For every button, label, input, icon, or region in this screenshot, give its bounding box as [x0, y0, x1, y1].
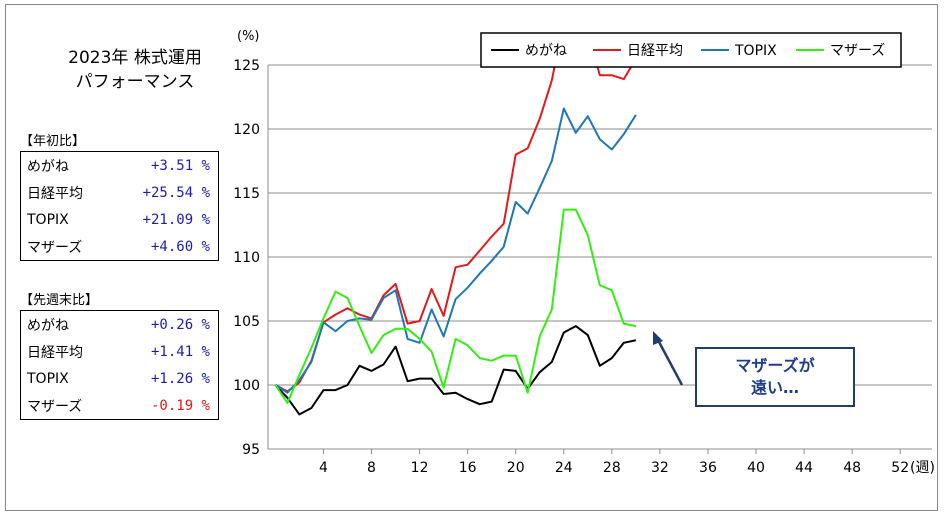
- ytd-row-topix: TOPIX +21.09 %: [21, 206, 218, 233]
- ytd-row-mothers: マザーズ +4.60 %: [21, 233, 218, 260]
- title-line-2: パフォーマンス: [75, 72, 195, 92]
- wow-table: めがね +0.26 % 日経平均 +1.41 % TOPIX +1.26 % マ…: [20, 310, 219, 420]
- wow-row-nikkei: 日経平均 +1.41 %: [21, 338, 218, 365]
- y-tick-label: 125: [233, 58, 260, 74]
- x-tick-label: 24: [555, 460, 573, 476]
- ytd-label: 【年初比】: [20, 134, 86, 149]
- y-tick-label: 95: [242, 442, 260, 458]
- x-tick-label: 12: [411, 460, 429, 476]
- series-line-マザーズ: [274, 208, 637, 404]
- series-line-めがね: [274, 325, 637, 416]
- y-tick-label: 105: [233, 314, 260, 330]
- x-tick-label: 36: [699, 460, 717, 476]
- ytd-value: +25.54 %: [142, 184, 210, 201]
- series-line-日経平均: [274, 65, 634, 393]
- wow-row-megane: めがね +0.26 %: [21, 311, 218, 338]
- ytd-name: めがね: [27, 158, 69, 175]
- ytd-row-nikkei: 日経平均 +25.54 %: [21, 179, 218, 206]
- ytd-table: めがね +3.51 % 日経平均 +25.54 % TOPIX +21.09 %…: [20, 151, 219, 261]
- legend-label: TOPIX: [734, 43, 777, 59]
- x-tick-label: 48: [843, 460, 861, 476]
- wow-value: -0.19 %: [150, 397, 210, 414]
- wow-name: 日経平均: [27, 344, 83, 361]
- ytd-name: マザーズ: [27, 239, 83, 256]
- y-unit-label: (%): [237, 29, 260, 44]
- legend-label: めがね: [525, 43, 567, 59]
- legend-box: [480, 32, 902, 68]
- series-line-TOPIX: [274, 107, 637, 394]
- callout-box: マザーズが 遠い…: [695, 347, 855, 407]
- wow-value: +1.26 %: [150, 370, 210, 387]
- wow-value: +1.41 %: [150, 343, 210, 360]
- x-tick-label: 8: [367, 460, 376, 476]
- y-tick-label: 100: [233, 378, 260, 394]
- ytd-name: TOPIX: [27, 211, 69, 228]
- legend-label: 日経平均: [627, 43, 683, 59]
- callout-line-2: 遠い…: [750, 378, 799, 397]
- x-tick-label: 40: [747, 460, 765, 476]
- x-tick-label: 16: [459, 460, 477, 476]
- callout-arrow: [656, 339, 684, 386]
- y-tick-label: 120: [233, 122, 260, 138]
- ytd-name: 日経平均: [27, 185, 83, 202]
- x-tick-label: 28: [603, 460, 621, 476]
- x-tick-label: 4: [319, 460, 328, 476]
- wow-name: TOPIX: [27, 370, 69, 387]
- x-tick-label: 32: [651, 460, 669, 476]
- y-tick-label: 115: [233, 186, 260, 202]
- ytd-row-megane: めがね +3.51 %: [21, 152, 218, 179]
- title-line-1: 2023年 株式運用: [68, 48, 202, 68]
- ytd-value: +3.51 %: [150, 157, 210, 174]
- wow-row-mothers: マザーズ -0.19 %: [21, 392, 218, 419]
- y-tick-label: 110: [233, 250, 260, 266]
- wow-label: 【先週末比】: [20, 293, 99, 308]
- arrow-head-icon: [653, 331, 663, 345]
- x-tick-label: 20: [507, 460, 525, 476]
- x-unit-label: (週): [910, 460, 935, 476]
- x-tick-label: 52: [891, 460, 909, 476]
- ytd-value: +4.60 %: [150, 238, 210, 255]
- x-tick-label: 44: [795, 460, 813, 476]
- ytd-value: +21.09 %: [142, 211, 210, 228]
- wow-name: マザーズ: [27, 398, 83, 415]
- wow-row-topix: TOPIX +1.26 %: [21, 365, 218, 392]
- wow-name: めがね: [27, 317, 69, 334]
- wow-value: +0.26 %: [150, 316, 210, 333]
- callout-line-1: マザーズが: [735, 356, 815, 375]
- legend-label: マザーズ: [830, 43, 885, 59]
- chart-title: 2023年 株式運用 パフォーマンス: [40, 46, 230, 94]
